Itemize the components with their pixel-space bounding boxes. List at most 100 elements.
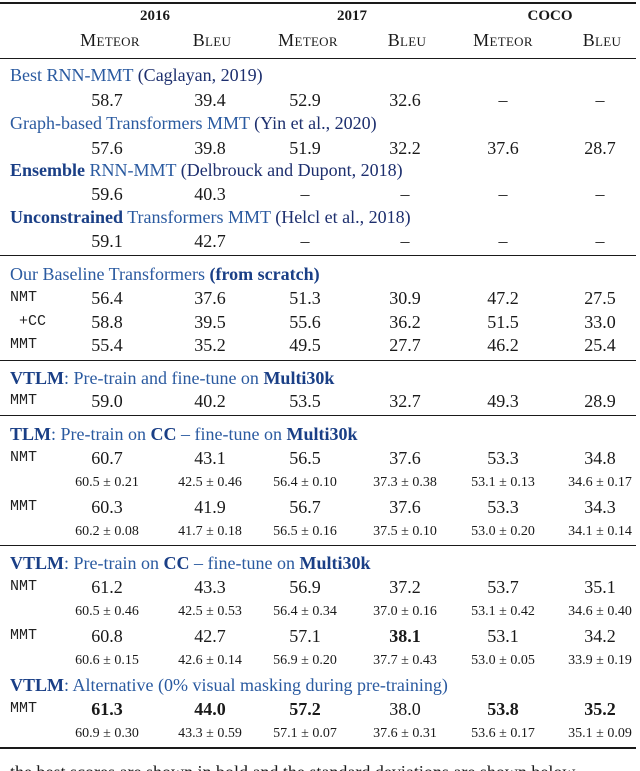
method-name: : Pre-train on [51, 424, 151, 444]
cell: 28.9 [584, 391, 616, 411]
cell-best: 44.0 [194, 699, 226, 719]
method-name: Best RNN-MMT [10, 65, 134, 85]
citation: (Caglayan, 2019) [137, 65, 263, 85]
caption-fragment: the best scores are shown in bold and th… [0, 760, 640, 771]
col-meteor-coco: Meteor [473, 30, 533, 50]
cell: 36.2 [389, 312, 421, 332]
dataset-bold: Multi30k [286, 424, 358, 444]
row-label: NMT [10, 578, 38, 595]
cell: 47.2 [487, 288, 519, 308]
cell: 60.5 ± 0.46 [75, 604, 139, 619]
cell: 57.1 ± 0.07 [273, 726, 337, 741]
cell: – [300, 184, 310, 204]
cell: 60.7 [91, 448, 123, 468]
cell: 33.0 [584, 312, 616, 332]
cell: 39.8 [194, 138, 226, 158]
cell: 35.1 ± 0.09 [568, 726, 632, 741]
cell: 53.1 ± 0.13 [471, 475, 535, 490]
cell: – [498, 184, 508, 204]
cell: 34.2 [584, 626, 616, 646]
cell: 57.6 [91, 138, 123, 158]
cell: – [300, 231, 310, 251]
section-title-vtlm-alt: VTLM: Alternative (0% visual masking dur… [10, 673, 448, 697]
section-rule-tlm [0, 415, 636, 417]
method-bold: VTLM [10, 368, 64, 388]
row-label: MMT [10, 392, 38, 409]
section-title-best-rnn: Best RNN-MMT (Caglayan, 2019) [10, 63, 263, 87]
method-bold: VTLM [10, 553, 64, 573]
table-row: MMT 55.4 35.2 49.5 27.7 46.2 25.4 [0, 333, 640, 357]
cell: 42.5 ± 0.46 [178, 475, 242, 490]
cell: 56.5 [289, 448, 321, 468]
table-row: NMT 61.2 43.3 56.9 37.2 53.7 35.1 [0, 575, 640, 599]
cell: 56.9 [289, 577, 321, 597]
cell: 35.1 [584, 577, 616, 597]
cell: 37.0 ± 0.16 [373, 604, 437, 619]
section-title-vtlm-cc: VTLM: Pre-train on CC – fine-tune on Mul… [10, 551, 370, 575]
cell: 58.7 [91, 90, 123, 110]
method-bold: Ensemble [10, 160, 86, 180]
cell: 53.5 [289, 391, 321, 411]
method-name: RNN-MMT [85, 160, 177, 180]
col-meteor-2016: Meteor [80, 30, 140, 50]
dataset-bold: Multi30k [263, 368, 335, 388]
method-name: : Pre-train and fine-tune on [64, 368, 264, 388]
cell-best: 61.3 [91, 699, 123, 719]
method-name: : Alternative (0% visual masking during … [64, 675, 448, 695]
section-title-baseline: Our Baseline Transformers (from scratch) [10, 262, 320, 286]
dataset-bold: CC [150, 424, 177, 444]
table-row: 58.7 39.4 52.9 32.6 – – [0, 88, 640, 112]
section-rule-vtlm [0, 360, 636, 362]
cell: 51.3 [289, 288, 321, 308]
table-row-stddev: 60.5 ± 0.21 42.5 ± 0.46 56.4 ± 0.10 37.3… [0, 471, 640, 495]
cell: – [595, 231, 605, 251]
cell: 32.6 [389, 90, 421, 110]
cell: – [595, 90, 605, 110]
caption-text: the best scores are shown in bold and th… [10, 760, 575, 771]
row-label: MMT [10, 627, 38, 644]
table-row: 57.6 39.8 51.9 32.2 37.6 28.7 [0, 136, 640, 160]
method-name: – fine-tune on [189, 553, 300, 573]
method-name: – fine-tune on [176, 424, 287, 444]
top-rule [0, 2, 636, 4]
cell: 28.7 [584, 138, 616, 158]
group-coco: COCO [527, 8, 573, 24]
cell: – [498, 231, 508, 251]
group-2017: 2017 [337, 8, 367, 24]
cell: 34.6 ± 0.17 [568, 475, 632, 490]
table-row: NMT 60.7 43.1 56.5 37.6 53.3 34.8 [0, 446, 640, 470]
cell: 58.8 [91, 312, 123, 332]
cell: 32.7 [389, 391, 421, 411]
cell: – [498, 90, 508, 110]
cell: 59.6 [91, 184, 123, 204]
method-name: : Pre-train on [64, 553, 164, 573]
cell: 53.6 ± 0.17 [471, 726, 535, 741]
method-name: Transformers MMT [123, 207, 271, 227]
cell: 60.3 [91, 497, 123, 517]
table-row-stddev: 60.5 ± 0.46 42.5 ± 0.53 56.4 ± 0.34 37.0… [0, 600, 640, 624]
cell: 56.7 [289, 497, 321, 517]
dataset-bold: Multi30k [299, 553, 371, 573]
table-row: MMT 60.3 41.9 56.7 37.6 53.3 34.3 [0, 495, 640, 519]
cell: 42.6 ± 0.14 [178, 653, 242, 668]
cell: 35.2 [194, 335, 226, 355]
cell: 30.9 [389, 288, 421, 308]
cell: 61.2 [91, 577, 123, 597]
cell: 57.1 [289, 626, 321, 646]
cell: 37.3 ± 0.38 [373, 475, 437, 490]
cell: 60.9 ± 0.30 [75, 726, 139, 741]
cell: 42.7 [194, 626, 226, 646]
method-bold: VTLM [10, 675, 64, 695]
cell: 53.1 ± 0.42 [471, 604, 535, 619]
cell: 39.4 [194, 90, 226, 110]
row-label: MMT [10, 498, 38, 515]
cell: 39.5 [194, 312, 226, 332]
citation: (Delbrouck and Dupont, 2018) [180, 160, 403, 180]
cell: 38.0 [389, 699, 421, 719]
table-row: MMT 60.8 42.7 57.1 38.1 53.1 34.2 [0, 624, 640, 648]
row-label: NMT [10, 449, 38, 466]
cell: – [595, 184, 605, 204]
table-row: NMT 56.4 37.6 51.3 30.9 47.2 27.5 [0, 286, 640, 310]
cell: 43.3 [194, 577, 226, 597]
cell: 37.6 [389, 448, 421, 468]
